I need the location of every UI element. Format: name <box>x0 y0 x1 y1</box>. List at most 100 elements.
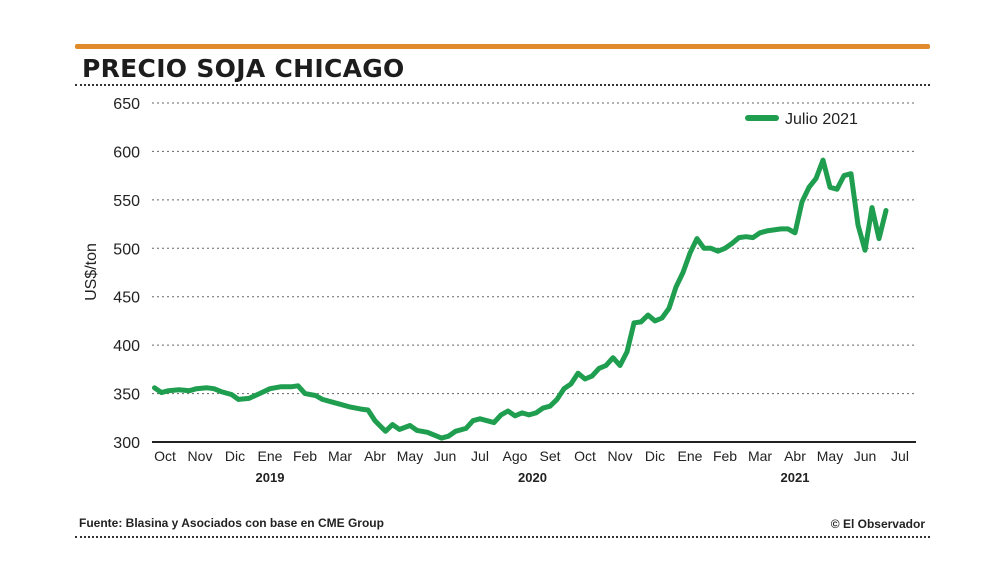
data-point <box>827 185 833 190</box>
data-point <box>841 173 847 178</box>
data-point <box>526 412 532 418</box>
data-point <box>792 230 798 235</box>
data-point <box>764 228 770 234</box>
y-tick-label-350: 350 <box>113 387 140 404</box>
data-point <box>771 227 777 233</box>
data-point <box>547 404 553 409</box>
x-tick-label: May <box>397 448 423 464</box>
data-point <box>603 363 609 368</box>
data-point <box>659 315 665 321</box>
data-point <box>617 363 623 368</box>
data-point <box>383 429 388 434</box>
data-point <box>194 386 199 391</box>
title-divider <box>75 84 930 86</box>
data-point <box>152 385 157 390</box>
data-point <box>750 235 756 240</box>
data-point <box>491 420 497 425</box>
data-point <box>813 176 819 181</box>
year-label-2021: 2021 <box>781 470 810 485</box>
y-tick-label-450: 450 <box>113 290 140 307</box>
x-tick-label: May <box>817 448 843 464</box>
data-point <box>855 222 861 228</box>
data-point <box>610 355 616 360</box>
x-tick-label: Jul <box>471 448 489 464</box>
data-point <box>596 366 602 371</box>
data-point <box>166 388 171 393</box>
data-point <box>715 249 721 254</box>
data-point <box>302 391 308 396</box>
data-point <box>358 406 364 412</box>
data-point <box>313 393 318 398</box>
data-point <box>159 390 164 395</box>
data-point <box>320 397 325 402</box>
y-tick-label-300: 300 <box>113 435 140 452</box>
data-point <box>470 418 476 423</box>
data-point <box>204 385 210 390</box>
x-tick-label: Abr <box>784 448 806 464</box>
data-point <box>687 250 693 256</box>
data-point <box>439 435 444 441</box>
x-tick-label: Ene <box>258 448 283 464</box>
data-point <box>295 383 301 388</box>
data-point <box>876 236 882 241</box>
data-point <box>257 391 262 396</box>
data-point <box>425 430 430 435</box>
header-accent-rule <box>75 44 930 49</box>
x-tick-label: Ene <box>678 448 703 464</box>
data-point <box>869 205 875 210</box>
data-point <box>736 235 742 240</box>
data-point <box>288 384 294 389</box>
x-tick-label: Oct <box>574 448 596 464</box>
data-point <box>407 423 413 428</box>
data-point <box>652 318 658 324</box>
data-point <box>554 397 560 402</box>
data-point <box>477 416 483 421</box>
y-axis-ticks: 300 350 400 450 500 550 600 650 <box>113 96 140 452</box>
footer-divider <box>75 536 930 538</box>
data-point <box>582 376 588 382</box>
x-tick-label: Oct <box>154 448 176 464</box>
data-point <box>568 381 574 387</box>
data-point <box>862 248 868 253</box>
data-point <box>337 402 343 407</box>
legend: Julio 2021 <box>745 111 858 128</box>
x-tick-label: Nov <box>608 448 633 464</box>
x-tick-label: Jul <box>891 448 909 464</box>
x-tick-label: Mar <box>328 448 352 464</box>
data-point <box>806 185 812 190</box>
data-point <box>278 384 283 389</box>
data-point <box>673 284 679 290</box>
x-tick-label: Mar <box>748 448 772 464</box>
data-point <box>432 433 437 438</box>
data-point <box>624 349 630 355</box>
data-point <box>778 226 784 232</box>
data-point <box>540 405 546 411</box>
data-point <box>229 392 234 397</box>
data-point <box>218 389 224 394</box>
data-point <box>834 187 840 192</box>
data-point <box>453 429 458 434</box>
data-point <box>414 428 420 433</box>
x-tick-label: Abr <box>364 448 386 464</box>
data-point <box>505 408 511 414</box>
year-label-2019: 2019 <box>256 470 285 485</box>
data-point <box>372 418 378 423</box>
data-point <box>512 413 518 418</box>
data-point <box>589 373 595 379</box>
data-point <box>365 407 371 413</box>
data-point <box>533 410 539 416</box>
y-tick-label-500: 500 <box>113 241 140 258</box>
y-tick-label-600: 600 <box>113 144 140 161</box>
data-point <box>498 412 504 418</box>
data-point <box>397 427 402 432</box>
data-point <box>484 418 490 423</box>
data-point <box>785 226 791 232</box>
series-layer <box>152 157 889 441</box>
data-point <box>701 246 707 251</box>
y-tick-label-400: 400 <box>113 338 140 355</box>
credit-note: © El Observador <box>830 517 925 531</box>
data-point <box>645 312 651 318</box>
data-point <box>561 386 567 391</box>
data-point <box>187 388 192 393</box>
data-point <box>799 199 805 204</box>
